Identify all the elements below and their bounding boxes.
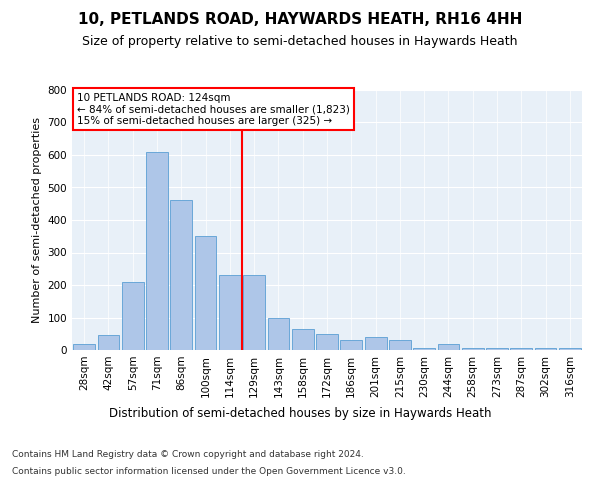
Bar (316, 334, 338, 350)
Bar (559, 348, 581, 350)
Bar (437, 344, 460, 350)
Bar (462, 348, 484, 350)
Bar (486, 348, 508, 350)
Bar (340, 340, 362, 350)
Bar (292, 329, 314, 350)
Text: 10, PETLANDS ROAD, HAYWARDS HEATH, RH16 4HH: 10, PETLANDS ROAD, HAYWARDS HEATH, RH16 … (78, 12, 522, 28)
Bar (219, 275, 241, 350)
Bar (194, 236, 217, 350)
Text: Contains public sector information licensed under the Open Government Licence v3: Contains public sector information licen… (12, 468, 406, 476)
Text: Size of property relative to semi-detached houses in Haywards Heath: Size of property relative to semi-detach… (82, 35, 518, 48)
Text: Contains HM Land Registry data © Crown copyright and database right 2024.: Contains HM Land Registry data © Crown c… (12, 450, 364, 459)
Bar (243, 275, 265, 350)
Bar (122, 282, 143, 350)
Bar (268, 318, 289, 350)
Bar (97, 336, 119, 350)
Bar (389, 340, 411, 350)
Bar (170, 200, 192, 350)
Text: Distribution of semi-detached houses by size in Haywards Heath: Distribution of semi-detached houses by … (109, 408, 491, 420)
Text: 10 PETLANDS ROAD: 124sqm
← 84% of semi-detached houses are smaller (1,823)
15% o: 10 PETLANDS ROAD: 124sqm ← 84% of semi-d… (77, 92, 350, 126)
Bar (413, 348, 435, 350)
Y-axis label: Number of semi-detached properties: Number of semi-detached properties (32, 117, 42, 323)
Bar (365, 337, 386, 350)
Bar (73, 344, 95, 350)
Bar (511, 348, 532, 350)
Bar (146, 152, 168, 350)
Bar (535, 348, 556, 350)
